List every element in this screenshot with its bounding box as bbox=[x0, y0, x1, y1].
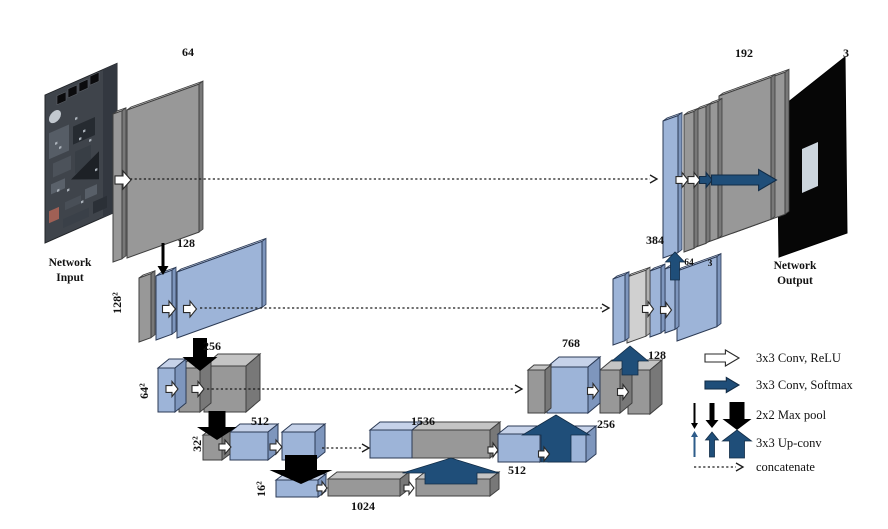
legend-item-up_conv: 3x3 Up-conv bbox=[691, 429, 822, 459]
feature-sheet bbox=[176, 237, 267, 339]
feature-box bbox=[326, 470, 411, 498]
conv-softmax-arrow bbox=[710, 168, 778, 192]
conv-relu-arrow bbox=[165, 379, 179, 399]
up-conv-arrow bbox=[664, 251, 686, 281]
label-192: 192 bbox=[735, 46, 753, 60]
label-128: 128 bbox=[177, 236, 195, 250]
up-conv-large-icon bbox=[721, 429, 753, 459]
max-pool-thin-head bbox=[691, 423, 698, 429]
label-256-up: 256 bbox=[597, 417, 615, 431]
label-512-dec: 512 bbox=[508, 463, 526, 477]
legend-label-up_conv: 3x3 Up-conv bbox=[756, 436, 822, 450]
feature-sheet bbox=[662, 111, 683, 259]
conv-relu-arrow bbox=[487, 441, 499, 459]
label-64-up: 64 bbox=[684, 258, 694, 268]
label-size-64: 64² bbox=[137, 383, 151, 399]
legend-item-conv_relu: 3x3 Conv, ReLU bbox=[704, 349, 841, 367]
feature-box bbox=[545, 355, 602, 415]
label-size-16: 16² bbox=[254, 481, 268, 497]
legend: 3x3 Conv, ReLU 3x3 Conv, Softmax 2x2 Max p… bbox=[691, 349, 854, 474]
conv-softmax-legend-icon bbox=[704, 376, 741, 394]
legend-item-max_pool: 2x2 Max pool bbox=[691, 402, 827, 430]
network-output-image bbox=[776, 55, 848, 258]
feature-sheet bbox=[138, 269, 156, 343]
concatenate-link bbox=[200, 303, 611, 313]
max-pool-arrow bbox=[157, 243, 169, 275]
label-size-32: 32² bbox=[190, 436, 204, 452]
legend-label-max_pool: 2x2 Max pool bbox=[756, 408, 827, 422]
conv-relu-arrow bbox=[218, 438, 232, 456]
label-3-output: 3 bbox=[843, 46, 849, 60]
conv-softmax-arrow bbox=[698, 171, 714, 189]
concatenate-link bbox=[207, 384, 524, 394]
max-pool-large-icon bbox=[722, 402, 752, 430]
legend-item-conv_softmax: 3x3 Conv, Softmax bbox=[704, 376, 854, 394]
conv-relu-arrow bbox=[316, 479, 328, 497]
legend-label-conv_softmax: 3x3 Conv, Softmax bbox=[756, 378, 854, 392]
conv-relu-arrow bbox=[191, 379, 205, 399]
conv-relu-legend-icon bbox=[704, 349, 741, 367]
feature-sheet bbox=[649, 263, 666, 338]
label-size-128: 128² bbox=[110, 292, 124, 314]
conv-relu-arrow bbox=[161, 299, 177, 319]
conv-relu-arrow bbox=[537, 445, 551, 463]
feature-box bbox=[526, 363, 553, 415]
feature-box bbox=[626, 358, 664, 416]
feature-sheet bbox=[612, 270, 630, 346]
network-input-image bbox=[44, 62, 118, 244]
feature-sheet bbox=[676, 252, 722, 342]
label-384: 384 bbox=[646, 233, 664, 247]
channel-labels: 64 128 128² 256 64² 512 32² 16² 1024 1536 512 256 76… bbox=[110, 45, 849, 513]
feature-box bbox=[280, 422, 327, 462]
label-128-up: 128 bbox=[648, 348, 666, 362]
label-768: 768 bbox=[562, 336, 580, 350]
max-pool-arrow bbox=[182, 338, 218, 371]
caption-network-input-1: Network bbox=[49, 257, 92, 269]
conv-relu-arrow bbox=[675, 170, 689, 190]
conv-relu-arrow bbox=[659, 300, 673, 320]
up-conv-small-icon bbox=[704, 431, 720, 458]
conv-relu-arrow bbox=[114, 169, 132, 191]
feature-sheet bbox=[155, 266, 177, 341]
feature-sheet bbox=[126, 80, 204, 259]
label-64: 64 bbox=[182, 45, 194, 59]
conv-relu-arrow bbox=[403, 479, 415, 497]
feature-box bbox=[228, 422, 280, 462]
label-256: 256 bbox=[203, 339, 221, 353]
feature-sheet bbox=[718, 73, 776, 239]
max-pool-arrow bbox=[197, 411, 237, 440]
up-conv-arrow bbox=[402, 457, 500, 485]
conv-relu-arrow bbox=[687, 170, 701, 190]
label-3-mid: 3 bbox=[708, 259, 713, 269]
label-1024: 1024 bbox=[351, 499, 375, 513]
conv-relu-arrow bbox=[616, 382, 630, 402]
legend-label-concatenate: concatenate bbox=[756, 460, 815, 474]
conv-relu-arrow bbox=[182, 299, 198, 319]
captions: Network Input Network Output bbox=[49, 257, 817, 287]
caption-network-output-1: Network bbox=[774, 260, 817, 272]
legend-item-concatenate: concatenate bbox=[694, 460, 815, 474]
caption-network-output-2: Output bbox=[777, 275, 813, 287]
conv-relu-arrow bbox=[269, 438, 283, 456]
feature-box bbox=[368, 421, 424, 459]
max-pool-small-icon bbox=[705, 403, 719, 428]
conv-relu-arrow bbox=[586, 381, 600, 401]
max-pool-arrow bbox=[269, 455, 333, 484]
conv-relu-arrow bbox=[641, 299, 655, 319]
label-1536: 1536 bbox=[411, 414, 435, 428]
legend-label-conv_relu: 3x3 Conv, ReLU bbox=[756, 351, 841, 365]
concatenate-link bbox=[694, 462, 745, 472]
up-conv-arrow bbox=[610, 345, 650, 376]
label-512: 512 bbox=[251, 414, 269, 428]
feature-box bbox=[202, 352, 262, 414]
concatenate-link bbox=[322, 443, 371, 453]
caption-network-input-2: Input bbox=[56, 272, 84, 284]
up-conv-arrow bbox=[521, 414, 591, 463]
concatenate-link bbox=[130, 174, 659, 184]
up-conv-thin-head bbox=[691, 431, 698, 437]
